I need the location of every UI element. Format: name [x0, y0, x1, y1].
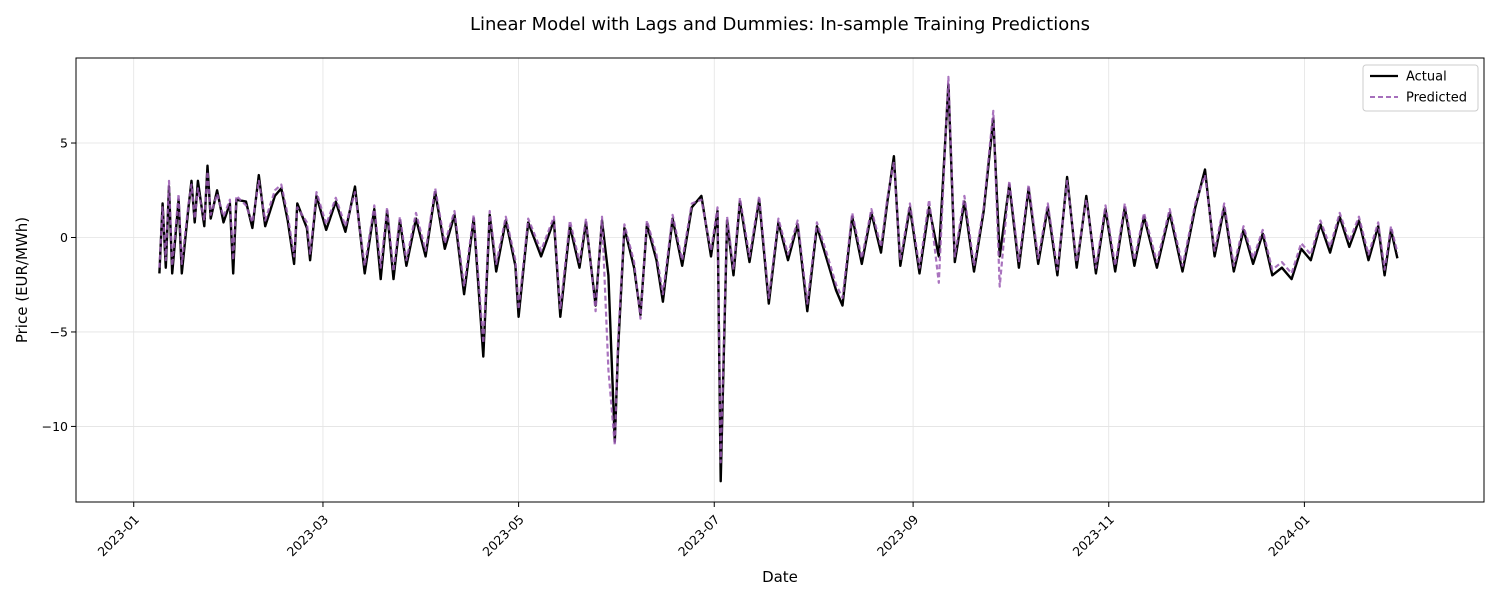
x-axis-ticks: 2023-01 2023-03 2023-05 2023-07 2023-09 2023-… — [94, 502, 1313, 560]
chart-legend: Actual Predicted — [1362, 64, 1479, 112]
series-line-actual — [158, 83, 1399, 483]
x-tick-label: 2023-09 — [874, 512, 922, 560]
series-line-predicted — [158, 75, 1399, 464]
series-lines — [158, 75, 1399, 483]
y-tick-label: −10 — [42, 419, 68, 434]
y-tick-label: 0 — [60, 230, 68, 245]
y-tick-label: 5 — [60, 136, 68, 151]
grid-lines — [76, 58, 1484, 502]
y-tick-label: −5 — [50, 324, 68, 339]
y-axis-label: Price (EUR/MWh) — [13, 217, 31, 343]
legend-label-predicted: Predicted — [1406, 91, 1467, 106]
x-axis-label: Date — [762, 568, 798, 586]
y-axis-ticks: 5 0 −5 −10 — [42, 136, 76, 434]
x-tick-label: 2023-03 — [284, 512, 332, 560]
x-tick-label: 2023-11 — [1070, 512, 1118, 560]
plot-frame — [75, 57, 1485, 503]
x-tick-label: 2023-07 — [675, 512, 723, 560]
legend-label-actual: Actual — [1406, 70, 1447, 85]
chart-title: Linear Model with Lags and Dummies: In-s… — [470, 14, 1090, 35]
x-tick-label: 2023-05 — [479, 512, 527, 560]
x-tick-label: 2024-01 — [1265, 512, 1313, 560]
x-tick-label: 2023-01 — [94, 512, 142, 560]
